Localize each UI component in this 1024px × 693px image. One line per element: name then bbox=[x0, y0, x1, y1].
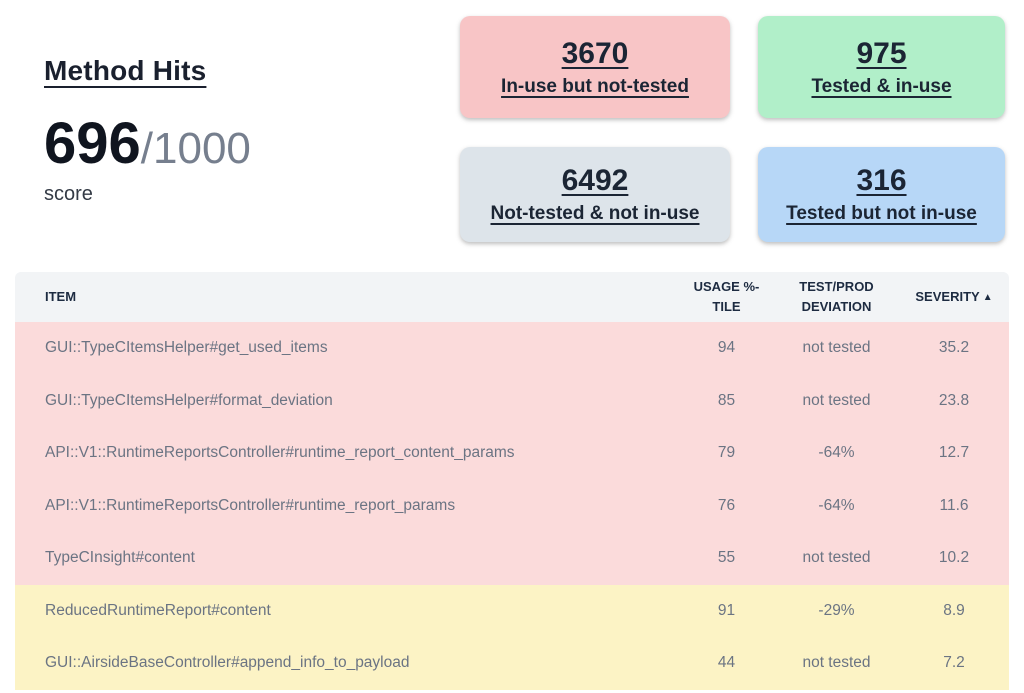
column-header-severity[interactable]: SEVERITY ▲ bbox=[899, 272, 1009, 322]
severity-cell: 35.2 bbox=[938, 339, 970, 357]
item-cell: TypeCInsight#content bbox=[45, 549, 195, 567]
item-cell: GUI::AirsideBaseController#append_info_t… bbox=[45, 654, 410, 672]
table-body: GUI::TypeCItemsHelper#get_used_items 94 … bbox=[15, 322, 1009, 690]
column-header-severity-label: SEVERITY bbox=[915, 288, 980, 304]
table-row: ReducedRuntimeReport#content 91 -29% 8.9 bbox=[15, 584, 1009, 637]
stat-card-in-use-not-tested[interactable]: 3670 In-use but not-tested bbox=[460, 16, 730, 118]
item-cell: ReducedRuntimeReport#content bbox=[45, 601, 271, 619]
table-row: GUI::TypeCItemsHelper#get_used_items 94 … bbox=[15, 322, 1009, 375]
stat-card-tested-in-use[interactable]: 975 Tested & in-use bbox=[758, 16, 1005, 118]
item-cell: GUI::TypeCItemsHelper#get_used_items bbox=[45, 339, 328, 357]
column-header-deviation-line2: DEVIATION bbox=[801, 299, 872, 314]
stat-value[interactable]: 975 bbox=[856, 36, 907, 70]
table-row: GUI::TypeCItemsHelper#format_deviation 8… bbox=[15, 374, 1009, 427]
severity-cell: 7.2 bbox=[943, 654, 965, 672]
item-cell: API::V1::RuntimeReportsController#runtim… bbox=[45, 496, 456, 514]
usage-cell: 79 bbox=[717, 444, 736, 462]
column-header-usage-line1: USAGE %- bbox=[693, 278, 760, 294]
stat-label[interactable]: In-use but not-tested bbox=[501, 75, 689, 97]
page-title[interactable]: Method Hits bbox=[44, 55, 207, 86]
method-hits-table: ITEM USAGE %- TILE TEST/PROD DEVIATION S… bbox=[15, 272, 1009, 690]
usage-cell: 85 bbox=[717, 391, 736, 409]
table-row: GUI::AirsideBaseController#append_info_t… bbox=[15, 637, 1009, 690]
stat-label[interactable]: Tested but not in-use bbox=[786, 203, 977, 224]
score-label: score bbox=[44, 183, 93, 205]
column-header-item[interactable]: ITEM bbox=[15, 272, 679, 322]
deviation-cell: -64% bbox=[818, 496, 855, 514]
stat-value[interactable]: 3670 bbox=[561, 36, 629, 70]
usage-cell: 76 bbox=[717, 496, 736, 514]
severity-cell: 12.7 bbox=[938, 444, 970, 462]
usage-cell: 55 bbox=[717, 549, 736, 567]
severity-cell: 8.9 bbox=[943, 601, 965, 619]
column-header-deviation-line1: TEST/PROD bbox=[799, 278, 874, 294]
sort-ascending-icon: ▲ bbox=[982, 291, 993, 303]
deviation-cell: not tested bbox=[802, 339, 871, 357]
stat-label[interactable]: Not-tested & not in-use bbox=[490, 203, 700, 224]
table-row: API::V1::RuntimeReportsController#runtim… bbox=[15, 427, 1009, 480]
report-header: Method Hits 696 /1000 score bbox=[44, 55, 251, 206]
table-row: TypeCInsight#content 55 not tested 10.2 bbox=[15, 532, 1009, 585]
deviation-cell: not tested bbox=[802, 654, 871, 672]
stat-card-not-tested-not-in-use[interactable]: 6492 Not-tested & not in-use bbox=[460, 147, 730, 242]
stat-value[interactable]: 316 bbox=[856, 164, 907, 197]
item-cell: API::V1::RuntimeReportsController#runtim… bbox=[45, 444, 515, 462]
severity-cell: 10.2 bbox=[938, 549, 970, 567]
score-value: 696 bbox=[44, 111, 141, 176]
usage-cell: 94 bbox=[717, 339, 736, 357]
usage-cell: 91 bbox=[717, 601, 736, 619]
column-header-usage-line2: TILE bbox=[712, 299, 741, 314]
score-total: /1000 bbox=[140, 124, 251, 173]
deviation-cell: not tested bbox=[802, 391, 871, 409]
column-header-deviation[interactable]: TEST/PROD DEVIATION bbox=[774, 272, 899, 322]
deviation-cell: not tested bbox=[802, 549, 871, 567]
deviation-cell: -29% bbox=[818, 601, 855, 619]
stat-card-tested-not-in-use[interactable]: 316 Tested but not in-use bbox=[758, 147, 1005, 242]
severity-cell: 11.6 bbox=[939, 496, 969, 514]
score-display: 696 /1000 bbox=[44, 115, 251, 173]
stat-label[interactable]: Tested & in-use bbox=[811, 75, 952, 97]
table-header-row: ITEM USAGE %- TILE TEST/PROD DEVIATION S… bbox=[15, 272, 1009, 322]
usage-cell: 44 bbox=[717, 654, 736, 672]
column-header-usage[interactable]: USAGE %- TILE bbox=[679, 272, 774, 322]
stat-cards: 3670 In-use but not-tested 975 Tested & … bbox=[460, 16, 1005, 242]
severity-cell: 23.8 bbox=[938, 391, 970, 409]
table-row: API::V1::RuntimeReportsController#runtim… bbox=[15, 479, 1009, 532]
stat-value[interactable]: 6492 bbox=[561, 164, 629, 197]
item-cell: GUI::TypeCItemsHelper#format_deviation bbox=[45, 391, 333, 409]
deviation-cell: -64% bbox=[818, 444, 855, 462]
